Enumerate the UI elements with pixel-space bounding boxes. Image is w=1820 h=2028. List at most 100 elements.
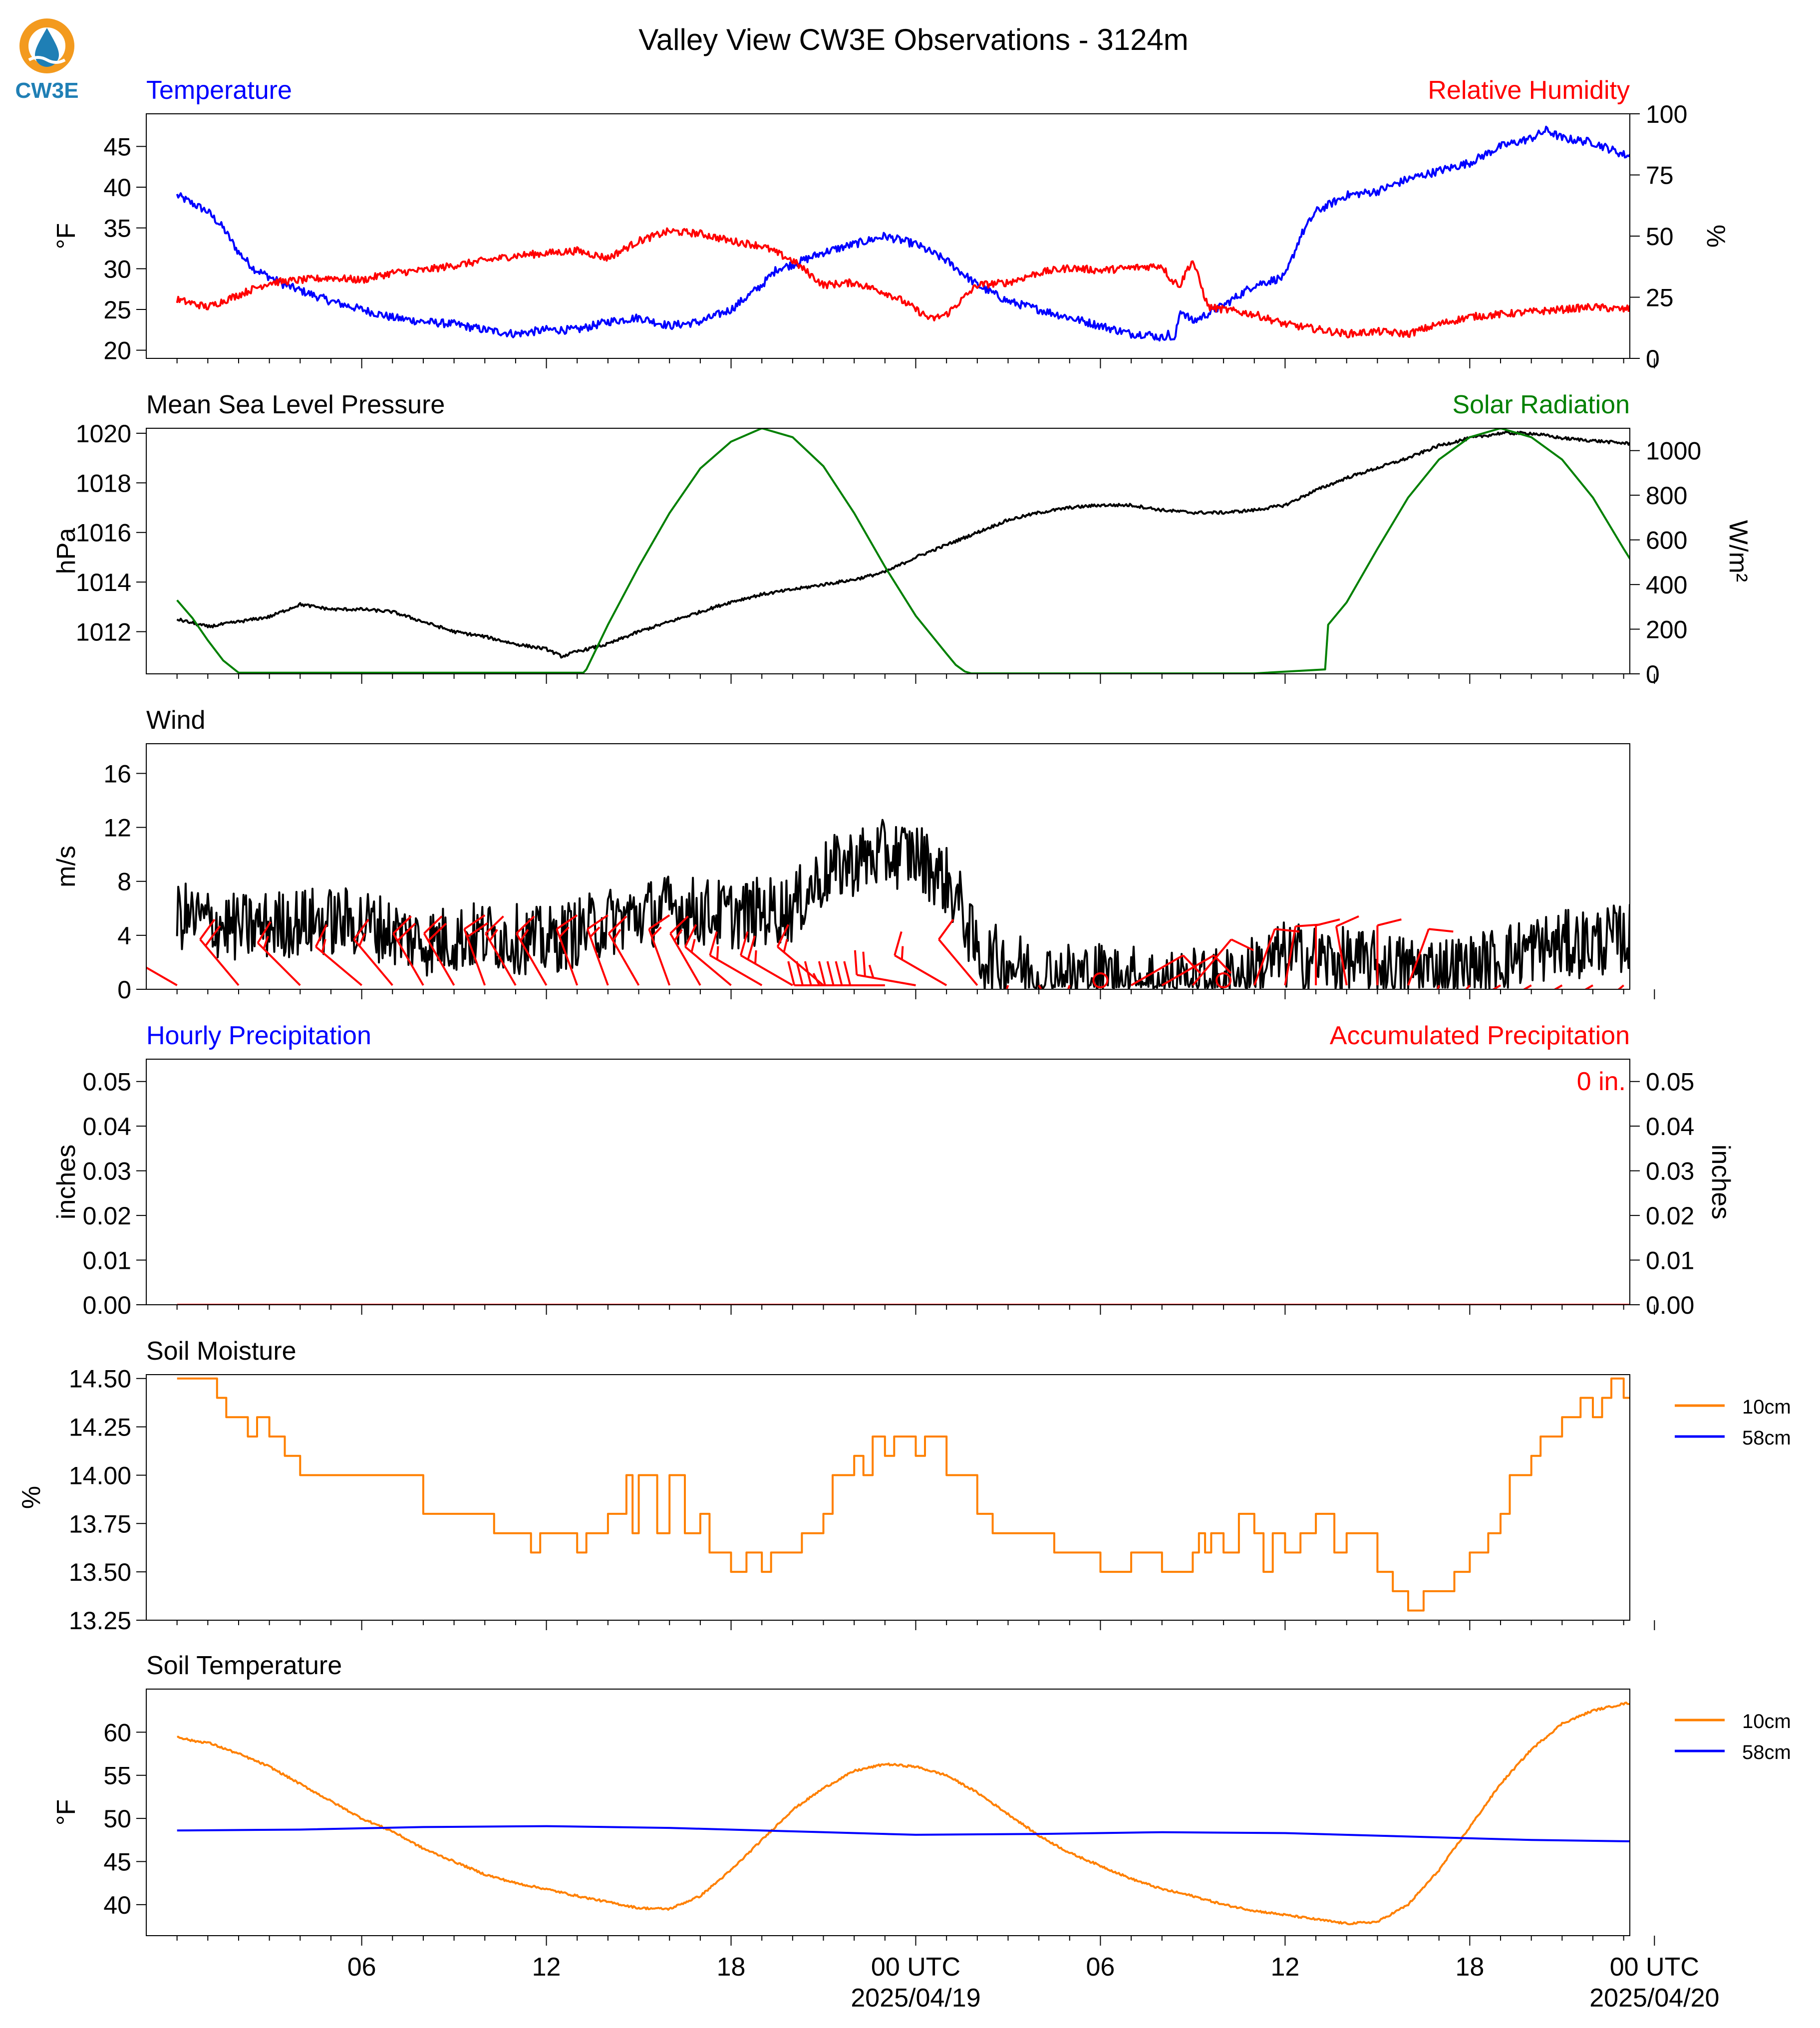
y-tick-label: 55	[103, 1762, 131, 1790]
y-tick-label: 0	[117, 976, 131, 1004]
series-line-10cm	[177, 1702, 1630, 1926]
wind-barb-flag	[314, 924, 328, 947]
y-tick-label: 14.50	[69, 1365, 131, 1393]
y-tick-label: 12	[103, 814, 131, 842]
wind-barb-flag	[263, 935, 269, 949]
wind-barb	[1335, 926, 1348, 986]
plot-area	[146, 819, 1630, 989]
wind-barb	[199, 938, 240, 986]
wind-barb-flag	[673, 929, 683, 941]
wind-barb-flag	[684, 924, 697, 947]
x-tick-label: 12	[1270, 1953, 1299, 1982]
wind-barb-flag	[868, 964, 875, 978]
wind-barb-flag	[804, 961, 812, 986]
wind-barb-flag	[938, 918, 954, 940]
series-line-10cm	[177, 1377, 1630, 1612]
wind-barb-flag	[754, 950, 757, 964]
y-tick-label-right: 0	[1646, 660, 1660, 688]
wind-barb-flag	[205, 925, 221, 947]
panel-title: Hourly Precipitation	[146, 1021, 371, 1050]
legend-label: 58cm	[1742, 1741, 1791, 1763]
y-tick-label: 13.50	[69, 1558, 131, 1586]
y-axis-label: %	[17, 1486, 46, 1509]
y-tick-label: 45	[103, 1848, 131, 1876]
wind-barb-flag	[648, 914, 670, 930]
wind-barb	[648, 928, 671, 986]
x-tick-label: 06	[347, 1953, 376, 1982]
wind-barb	[856, 974, 916, 986]
wind-barb-flag	[740, 931, 749, 956]
wind-barb-flag	[818, 961, 826, 986]
y-axis-label: °F	[52, 223, 81, 250]
wind-barbs	[146, 914, 1624, 989]
x-tick-label: 00 UTC	[871, 1953, 960, 1982]
series-line-relative-humidity	[176, 227, 1630, 339]
panel-pressure: 1012 1014 1016 1018 1020 0 200 400 600 800 1000 hPa…	[52, 390, 1753, 688]
wind-barb	[423, 933, 455, 986]
wind-barb-flag	[651, 926, 662, 938]
panel-wind: 0 4 8 12 16 m/s Wind	[52, 706, 1655, 1004]
y-tick-label-right: 1000	[1646, 437, 1701, 465]
wind-barb-flag	[1336, 915, 1359, 927]
wind-barb-flag	[423, 915, 443, 934]
wind-barb	[684, 946, 732, 986]
wind-barb	[515, 933, 548, 986]
annotation: 0 in.	[1577, 1067, 1626, 1096]
y-tick-label-right: 0.04	[1646, 1113, 1694, 1141]
panel-temperature: 20 25 30 35 40 45 0 25 50 75 100 °F % Temperature Rela…	[52, 76, 1730, 373]
wind-barb	[894, 954, 947, 986]
y-tick-label: 40	[103, 1891, 131, 1919]
wind-barb-flag	[776, 924, 790, 947]
panel-title-right: Accumulated Precipitation	[1330, 1021, 1630, 1050]
wind-barb	[938, 938, 978, 986]
y-tick-label: 8	[117, 868, 131, 896]
wind-barb-flag	[587, 914, 608, 930]
panel-title-right: Relative Humidity	[1428, 76, 1630, 105]
y-axis-label: m/s	[52, 846, 81, 887]
legend-label: 10cm	[1742, 1711, 1791, 1733]
y-tick-label-right: 0	[1646, 345, 1660, 373]
figure-title: Valley View CW3E Observations - 3124m	[638, 23, 1189, 56]
y-tick-label: 0.05	[83, 1068, 131, 1096]
wind-barb-flag	[392, 915, 412, 934]
wind-barb-flag	[812, 973, 821, 986]
wind-barb-flag	[1182, 954, 1201, 974]
x-tick-label: 12	[532, 1953, 561, 1982]
wind-barb	[485, 933, 517, 986]
wind-barb	[392, 933, 424, 986]
plot-area	[176, 125, 1630, 342]
wind-barb-flag	[556, 914, 578, 930]
legend-label: 58cm	[1742, 1427, 1791, 1449]
plot-area	[176, 428, 1630, 674]
wind-barb-flag	[516, 915, 535, 934]
y-tick-label-right: 0.05	[1646, 1068, 1694, 1096]
wind-barb-calm	[1215, 972, 1232, 988]
x-tick-label: 18	[1455, 1953, 1484, 1982]
y-tick-label: 13.25	[69, 1607, 131, 1635]
wind-barb-flag	[690, 939, 696, 953]
x-date-label: 2025/04/20	[1589, 1984, 1719, 2013]
wind-barb-flag	[485, 915, 504, 934]
y-tick-label: 14.00	[69, 1461, 131, 1489]
wind-barb	[709, 954, 763, 986]
y-tick-label: 60	[103, 1719, 131, 1746]
y-tick-label: 1016	[76, 519, 131, 547]
y-axis-label-right: W/m²	[1724, 520, 1753, 582]
panel-title-right: Solar Radiation	[1452, 390, 1630, 419]
y-tick-label-right: 200	[1646, 616, 1687, 644]
y-axis-label: °F	[52, 1799, 81, 1826]
panel-title: Temperature	[146, 76, 292, 105]
y-tick-label: 14.25	[69, 1414, 131, 1442]
y-tick-label-right: 0.00	[1646, 1291, 1694, 1319]
wind-barb-flag	[901, 946, 904, 960]
y-tick-label: 45	[103, 133, 131, 161]
wind-barb-flag	[854, 950, 858, 975]
y-axis-label-right: %	[1701, 225, 1730, 248]
wind-barb	[146, 966, 178, 986]
logo-text: CW3E	[15, 78, 78, 103]
legend-label: 10cm	[1742, 1396, 1791, 1418]
y-tick-label-right: 75	[1646, 162, 1674, 190]
wind-barb-flag	[1315, 918, 1340, 926]
panel-title: Soil Moisture	[146, 1337, 297, 1366]
y-axis-label: inches	[52, 1145, 81, 1219]
